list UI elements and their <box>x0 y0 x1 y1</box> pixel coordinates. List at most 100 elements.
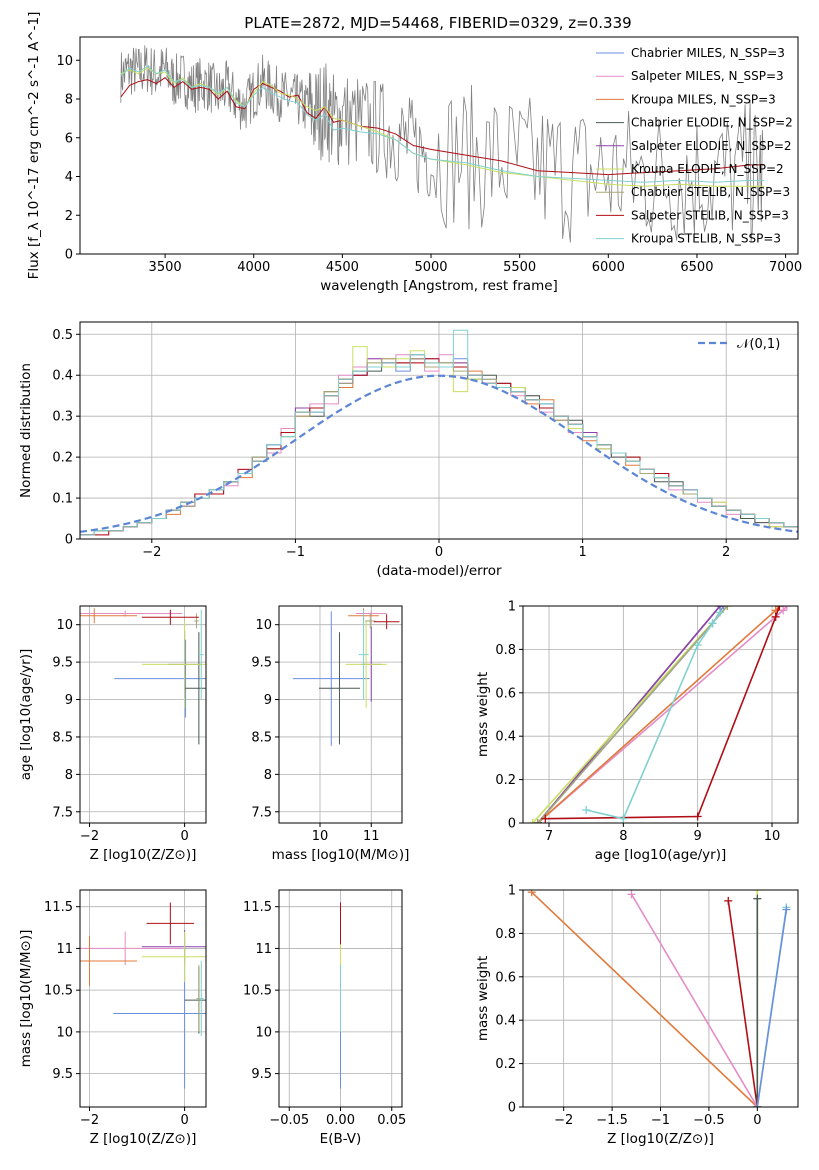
chart-cumulative_Z: −2 −1.5 −1 −0.5 0 0 0.2 0.4 0.6 0.8 1 Z [log10(Z/Z⊙… <box>475 884 799 1147</box>
y-tick-label: 0.6 <box>495 970 516 985</box>
x-tick-label: 1 <box>578 545 586 560</box>
y-tick-label: 10.5 <box>44 984 73 999</box>
y-tick-label: 11 <box>255 942 272 957</box>
histogram-step-line <box>80 329 798 536</box>
y-tick-label: 9.5 <box>52 656 73 671</box>
figure-title: PLATE=2872, MJD=54468, FIBERID=0329, z=0… <box>244 14 631 32</box>
y-tick-label: 2 <box>65 209 73 224</box>
y-tick-label: 11.5 <box>44 900 73 915</box>
model-spectrum-line <box>120 65 765 183</box>
y-tick-label: 7.5 <box>52 805 73 820</box>
y-tick-label: 11 <box>56 942 73 957</box>
y-axis-label: mass [log10(M/M⊙)] <box>18 930 34 1068</box>
y-tick-label: 10.5 <box>243 984 272 999</box>
y-tick-label: 10 <box>56 1025 73 1040</box>
gaussian-curve <box>80 374 798 533</box>
chart-mass_vs_ebv: −0.05 0.00 0.05 9.5 10 10.5 11 11.5 E(B-V) <box>243 889 406 1147</box>
x-tick-label: 10 <box>764 829 781 844</box>
cumulative-line <box>727 900 759 1107</box>
x-tick-label: −1 <box>286 545 305 560</box>
x-tick-label: −2 <box>142 545 161 560</box>
y-axis-label: mass weight <box>475 956 491 1041</box>
cumulative-line <box>537 606 729 823</box>
y-tick-label: 8 <box>65 768 73 783</box>
x-axis-label: wavelength [Angstrom, rest frame] <box>320 278 558 294</box>
cumulative-line <box>630 893 758 1107</box>
x-tick-label: −0.05 <box>269 1113 309 1128</box>
y-tick-label: 0 <box>508 817 516 832</box>
x-tick-label: 0 <box>753 1113 761 1128</box>
y-tick-label: 9 <box>264 693 272 708</box>
y-tick-label: 8.5 <box>52 730 73 745</box>
x-axis-label: (data-model)/error <box>376 563 502 579</box>
x-tick-label: 11 <box>363 829 380 844</box>
axes-frame <box>79 605 207 824</box>
x-tick-label: 8 <box>619 829 627 844</box>
chart-residuals: −2 −1 0 1 2 0 0.1 0.2 0.3 0.4 0.5 (data-model)/erro… <box>18 321 799 579</box>
chart-cumulative_age: 7 8 9 10 0 0.2 0.4 0.6 0.8 1 age [log10(age/yr)] ma… <box>475 600 799 863</box>
x-tick-label: 6500 <box>680 260 713 275</box>
x-tick-label: 0 <box>435 545 443 560</box>
y-tick-label: 0.5 <box>52 328 73 343</box>
y-tick-label: 8 <box>65 93 73 108</box>
x-tick-label: 0.05 <box>377 1113 406 1128</box>
x-axis-label: age [log10(age/yr)] <box>595 847 727 863</box>
y-tick-label: 7.5 <box>251 805 272 820</box>
axes-frame <box>278 889 403 1108</box>
y-tick-label: 1 <box>508 884 516 899</box>
x-tick-label: 7 <box>545 829 553 844</box>
x-tick-label: 3500 <box>149 260 182 275</box>
axes-frame <box>79 889 207 1108</box>
axes-frame <box>522 889 799 1108</box>
x-tick-label: 4500 <box>326 260 359 275</box>
x-axis-label: Z [log10(Z/Z⊙)] <box>90 1131 197 1147</box>
cumulative-line <box>537 606 721 823</box>
legend-label: Chabrier MILES, N_SSP=3 <box>631 46 785 60</box>
y-tick-label: 11.5 <box>243 900 272 915</box>
y-tick-label: 0 <box>508 1101 516 1116</box>
y-tick-label: 0.2 <box>495 773 516 788</box>
x-tick-label: 5000 <box>414 260 447 275</box>
model-spectrum-line <box>120 77 765 176</box>
plot-area-age_vs_mass <box>292 608 400 746</box>
observed-spectrum-line <box>120 45 764 243</box>
x-tick-label: 0.00 <box>326 1113 355 1128</box>
y-tick-label: 0.2 <box>52 451 73 466</box>
y-tick-label: 4 <box>65 170 73 185</box>
chart-mass_vs_Z: −2 0 9.5 10 10.5 11 11.5 Z [log10(Z/Z⊙)] mass [l… <box>18 889 207 1147</box>
y-axis-label: Flux [f_λ 10^-17 erg cm^-2 s^-1 A^-1] <box>26 12 42 280</box>
x-tick-label: −0.5 <box>693 1113 725 1128</box>
y-tick-label: 0.1 <box>52 492 73 507</box>
axes-frame <box>522 605 799 824</box>
cumulative-line <box>586 612 721 820</box>
y-tick-label: 10 <box>56 54 73 69</box>
x-tick-label: 0 <box>180 1113 188 1128</box>
y-tick-label: 10 <box>255 1025 272 1040</box>
legend-label: Kroupa MILES, N_SSP=3 <box>631 92 776 106</box>
legend-label: Chabrier ELODIE, N_SSP=2 <box>631 116 793 130</box>
y-tick-label: 0.2 <box>495 1057 516 1072</box>
y-tick-label: 8 <box>264 768 272 783</box>
chart-spectrum: 3500 4000 4500 5000 5500 6000 6500 7000 0 2 4 6 8 10 w… <box>26 12 802 294</box>
axes-frame <box>278 605 403 824</box>
y-tick-label: 0.3 <box>52 410 73 425</box>
axes-frame <box>79 321 799 540</box>
cumulative-line <box>756 909 788 1107</box>
x-tick-label: 0 <box>180 829 188 844</box>
axes-frame <box>79 36 799 255</box>
x-tick-label: 2 <box>722 545 730 560</box>
x-axis-label: E(B-V) <box>320 1131 362 1147</box>
chart-age_vs_mass: 10 11 7.5 8 8.5 9 9.5 10 mass [log10(M/M⊙)] <box>251 605 409 863</box>
x-tick-label: 4000 <box>237 260 270 275</box>
y-tick-label: 9.5 <box>251 656 272 671</box>
y-tick-label: 8.5 <box>251 730 272 745</box>
x-axis-label: Z [log10(Z/Z⊙)] <box>90 847 197 863</box>
legend-label: Salpeter MILES, N_SSP=3 <box>631 69 784 83</box>
x-tick-label: 9 <box>694 829 702 844</box>
x-tick-label: −1.5 <box>596 1113 628 1128</box>
x-tick-label: 6000 <box>592 260 625 275</box>
legend-label: Chabrier STELIB, N_SSP=3 <box>631 185 790 199</box>
plot-area-mass_vs_Z <box>80 902 206 1089</box>
legend-label: Salpeter STELIB, N_SSP=3 <box>631 208 789 222</box>
